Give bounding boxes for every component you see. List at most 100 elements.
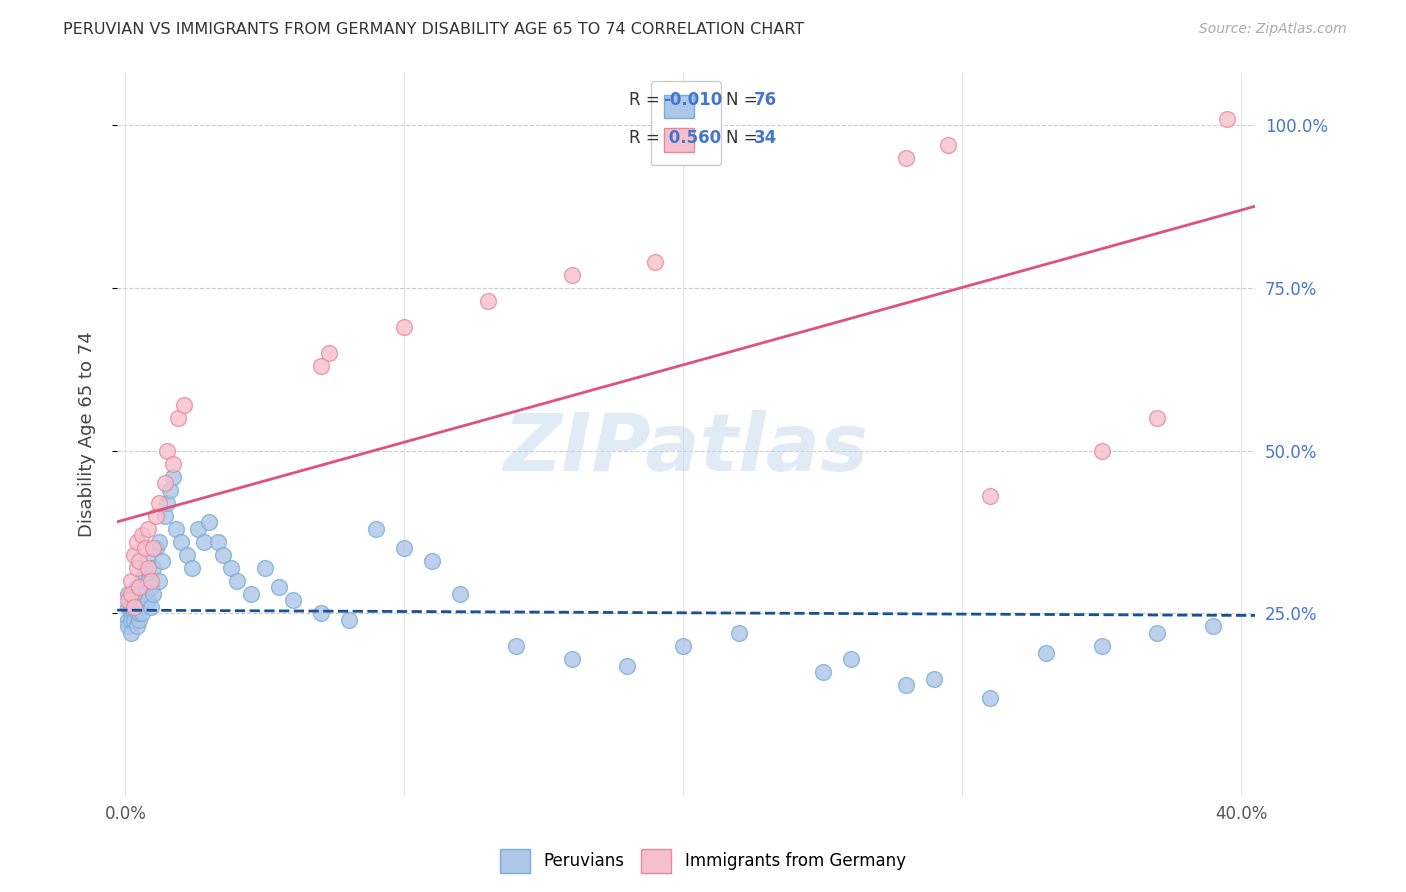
Point xyxy=(198,516,221,530)
Point xyxy=(728,626,751,640)
Point xyxy=(337,613,360,627)
Point xyxy=(128,599,150,614)
Legend: Peruvians, Immigrants from Germany: Peruvians, Immigrants from Germany xyxy=(494,842,912,880)
Point xyxy=(1091,639,1114,653)
Point xyxy=(125,581,148,595)
Text: 0.560: 0.560 xyxy=(664,128,721,146)
Point xyxy=(181,561,204,575)
Text: -0.010: -0.010 xyxy=(664,91,723,109)
Point xyxy=(117,599,139,614)
Point xyxy=(117,587,139,601)
Point xyxy=(922,672,945,686)
Point xyxy=(120,613,142,627)
Legend: , : , xyxy=(651,81,721,165)
Point xyxy=(131,574,153,588)
Point xyxy=(120,593,142,607)
Point xyxy=(117,593,139,607)
Point xyxy=(120,599,142,614)
Point xyxy=(1035,646,1057,660)
Point xyxy=(896,678,918,692)
Text: PERUVIAN VS IMMIGRANTS FROM GERMANY DISABILITY AGE 65 TO 74 CORRELATION CHART: PERUVIAN VS IMMIGRANTS FROM GERMANY DISA… xyxy=(63,22,804,37)
Point xyxy=(281,593,304,607)
Point xyxy=(136,561,159,575)
Point xyxy=(936,137,959,152)
Point xyxy=(187,522,209,536)
Point xyxy=(366,522,388,536)
Point xyxy=(811,665,834,679)
Point xyxy=(156,496,179,510)
Text: N =: N = xyxy=(725,91,763,109)
Point xyxy=(1202,619,1225,633)
Point xyxy=(1091,443,1114,458)
Point xyxy=(128,587,150,601)
Point xyxy=(672,639,695,653)
Point xyxy=(839,652,862,666)
Point xyxy=(176,548,198,562)
Point xyxy=(145,541,167,556)
Point xyxy=(139,599,162,614)
Point xyxy=(120,587,142,601)
Point xyxy=(309,359,332,373)
Point xyxy=(128,554,150,568)
Point xyxy=(309,607,332,621)
Point xyxy=(1216,112,1239,126)
Point xyxy=(134,587,156,601)
Point xyxy=(134,567,156,582)
Point xyxy=(394,541,416,556)
Point xyxy=(148,496,170,510)
Point xyxy=(240,587,263,601)
Point xyxy=(136,574,159,588)
Point xyxy=(561,652,583,666)
Point xyxy=(120,574,142,588)
Y-axis label: Disability Age 65 to 74: Disability Age 65 to 74 xyxy=(79,332,96,537)
Point xyxy=(1146,626,1168,640)
Point xyxy=(394,320,416,334)
Point xyxy=(128,581,150,595)
Point xyxy=(207,534,229,549)
Point xyxy=(150,554,173,568)
Point xyxy=(139,574,162,588)
Point xyxy=(131,528,153,542)
Point xyxy=(125,561,148,575)
Point xyxy=(170,534,193,549)
Point xyxy=(644,255,666,269)
Point xyxy=(267,581,290,595)
Point xyxy=(131,593,153,607)
Point xyxy=(253,561,276,575)
Point xyxy=(122,607,145,621)
Point xyxy=(122,599,145,614)
Point xyxy=(136,593,159,607)
Point xyxy=(120,607,142,621)
Point xyxy=(162,457,184,471)
Point xyxy=(142,541,165,556)
Point xyxy=(505,639,527,653)
Point xyxy=(173,398,195,412)
Point xyxy=(449,587,471,601)
Point xyxy=(162,469,184,483)
Point xyxy=(134,541,156,556)
Point xyxy=(561,268,583,282)
Point xyxy=(896,151,918,165)
Point xyxy=(193,534,215,549)
Point xyxy=(122,613,145,627)
Text: R =: R = xyxy=(628,128,665,146)
Point xyxy=(122,548,145,562)
Point xyxy=(226,574,249,588)
Point xyxy=(1146,411,1168,425)
Point xyxy=(142,561,165,575)
Point xyxy=(420,554,443,568)
Point xyxy=(167,411,190,425)
Point xyxy=(159,483,181,497)
Point xyxy=(139,581,162,595)
Point xyxy=(221,561,243,575)
Point xyxy=(156,443,179,458)
Point xyxy=(128,613,150,627)
Point xyxy=(212,548,235,562)
Text: Source: ZipAtlas.com: Source: ZipAtlas.com xyxy=(1199,22,1347,37)
Point xyxy=(128,607,150,621)
Point xyxy=(165,522,187,536)
Point xyxy=(979,691,1001,706)
Point xyxy=(477,293,499,308)
Point xyxy=(153,476,176,491)
Point xyxy=(979,489,1001,503)
